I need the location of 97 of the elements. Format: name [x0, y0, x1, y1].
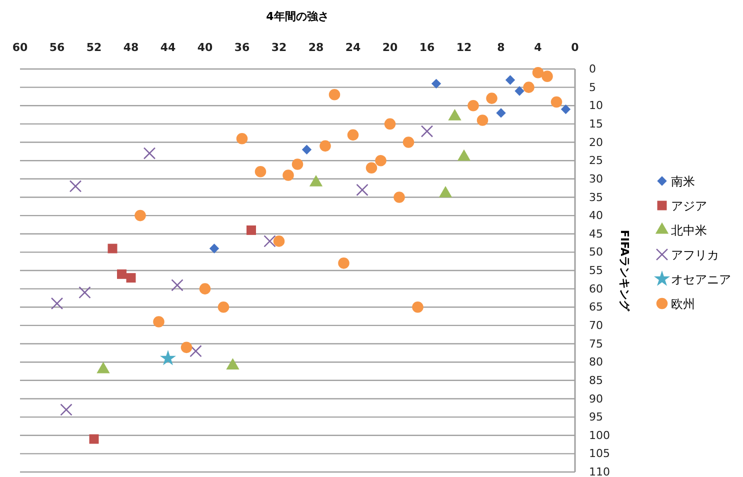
x-tick-label: 48 — [123, 41, 139, 54]
y-tick-label: 105 — [589, 447, 610, 460]
point — [209, 244, 220, 254]
legend-label: アフリカ — [671, 248, 719, 262]
point — [375, 154, 386, 166]
y-tick-label: 95 — [589, 410, 603, 424]
x-axis-title: 4年間の強さ — [266, 10, 329, 23]
point — [302, 144, 312, 154]
legend-label: 北中米 — [671, 224, 707, 238]
point — [394, 192, 405, 203]
y-tick-label: 70 — [589, 318, 603, 332]
x-tick-label: 28 — [308, 41, 324, 54]
x-tick-label: 32 — [271, 41, 287, 54]
point — [496, 108, 506, 118]
x-tick-label: 52 — [86, 41, 102, 54]
y-tick-label: 30 — [589, 172, 603, 186]
point — [50, 297, 64, 310]
point — [486, 92, 498, 104]
y-tick-label: 10 — [589, 99, 603, 112]
y-tick-label: 35 — [589, 190, 603, 204]
point — [550, 96, 562, 108]
point — [532, 67, 544, 78]
point — [69, 180, 82, 192]
legend-label: アジア — [671, 199, 707, 213]
legend-label: 南米 — [671, 174, 695, 188]
x-tick-label: 8 — [497, 41, 505, 54]
point — [78, 286, 91, 299]
point — [320, 140, 331, 152]
x-tick-label: 16 — [419, 41, 435, 54]
point — [356, 184, 368, 196]
x-tick-label: 36 — [234, 41, 250, 54]
point — [338, 258, 350, 269]
point — [542, 70, 553, 82]
point — [126, 273, 136, 283]
point — [108, 244, 118, 254]
point — [264, 235, 276, 248]
point — [505, 75, 516, 85]
point — [254, 166, 266, 178]
point — [236, 132, 248, 144]
x-tick-label: 60 — [12, 41, 28, 54]
point — [347, 129, 359, 141]
point — [402, 136, 414, 148]
y-tick-label: 15 — [589, 117, 603, 130]
y-tick-label: 40 — [589, 209, 603, 222]
y-tick-label: 90 — [589, 392, 603, 406]
point — [468, 100, 479, 112]
y-tick-label: 100 — [589, 428, 610, 442]
point — [420, 125, 434, 138]
x-tick-label: 44 — [160, 41, 176, 54]
point — [431, 78, 442, 88]
point — [153, 316, 164, 328]
point — [171, 279, 184, 292]
point — [384, 118, 396, 130]
point — [560, 104, 571, 114]
point — [282, 170, 294, 181]
point — [273, 236, 285, 247]
point — [143, 147, 156, 160]
point — [246, 225, 256, 235]
point — [412, 302, 424, 313]
point — [476, 114, 488, 126]
x-tick-label: 24 — [345, 41, 361, 54]
y-tick-label: 110 — [589, 466, 610, 477]
y-tick-label: 20 — [589, 136, 603, 149]
y-tick-label: 0 — [589, 62, 596, 76]
point — [117, 269, 126, 279]
y-tick-label: 80 — [589, 356, 603, 369]
point — [160, 350, 176, 366]
x-tick-label: 4 — [534, 41, 542, 54]
x-tick-label: 40 — [197, 41, 213, 54]
point — [60, 404, 72, 416]
point — [190, 344, 202, 358]
y-tick-label: 60 — [589, 282, 603, 296]
y-tick-label: 45 — [589, 227, 603, 240]
point — [180, 342, 192, 354]
y-tick-label: 55 — [589, 264, 603, 278]
y-tick-label: 75 — [589, 337, 603, 350]
point — [523, 82, 534, 93]
point — [134, 210, 146, 222]
y-tick-label: 50 — [589, 246, 603, 259]
y-tick-label: 5 — [589, 80, 596, 94]
point — [366, 162, 378, 174]
point — [328, 89, 340, 100]
point — [199, 283, 211, 294]
y-axis-title: FIFAランキング — [618, 230, 631, 312]
legend-label: オセアニア — [671, 272, 731, 286]
y-tick-label: 85 — [589, 374, 603, 387]
y-tick-label: 65 — [589, 300, 603, 314]
point — [292, 158, 304, 170]
x-tick-label: 20 — [382, 41, 398, 54]
x-tick-label: 0 — [571, 41, 580, 54]
legend-label: 欧州 — [671, 297, 695, 311]
point — [514, 86, 524, 96]
x-tick-label: 56 — [49, 41, 65, 54]
y-tick-label: 25 — [589, 154, 603, 168]
x-tick-label: 12 — [456, 41, 472, 54]
point — [89, 434, 99, 444]
point — [218, 302, 230, 313]
